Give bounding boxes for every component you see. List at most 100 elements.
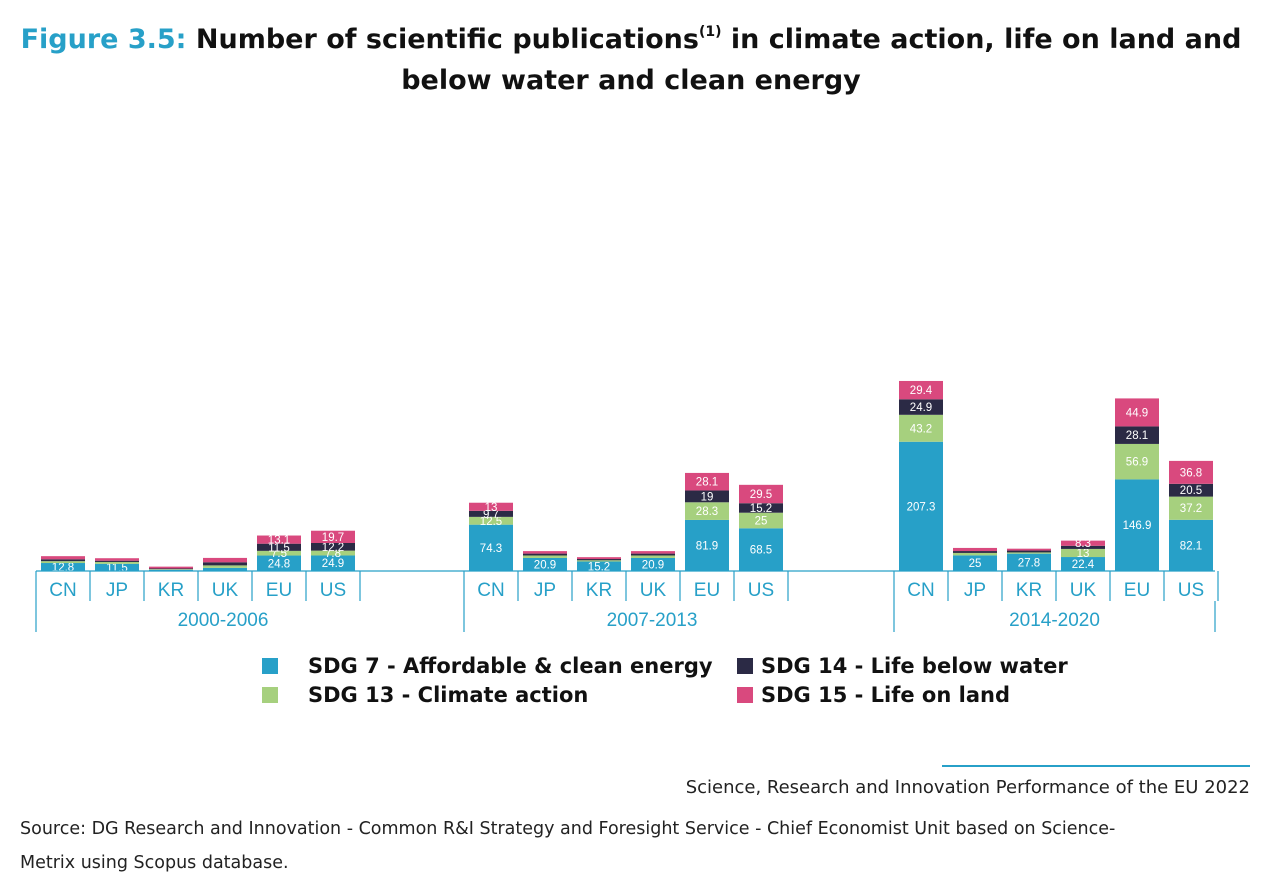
period-label-2014-2020: 2014-2020 (1009, 610, 1100, 631)
bar-segment-2000-2006-US-sdg15 (311, 530, 355, 544)
data-label-2000-2006-CN-sdg7: 12.8 (52, 562, 74, 574)
data-label-2007-2013-US-sdg14: 15.2 (750, 503, 772, 515)
data-label-2007-2013-KR-sdg7: 15.2 (588, 561, 610, 573)
bar-segment-2000-2006-CN-sdg14 (41, 559, 85, 562)
legend-label-sdg14: SDG 14 - Life below water (761, 654, 1068, 678)
data-label-2007-2013-CN-sdg7: 74.3 (480, 543, 502, 555)
bar-segment-2007-2013-KR-sdg15 (577, 557, 621, 560)
bar-segment-2007-2013-KR-sdg7 (577, 561, 621, 571)
tick-label-2007-2013-CN: CN (477, 580, 504, 601)
tick-label-2000-2006-UK: UK (212, 580, 239, 601)
tick-label-2007-2013-JP: JP (534, 580, 556, 601)
tick-label-2014-2020-UK: UK (1070, 580, 1097, 601)
data-label-2007-2013-CN-sdg15: 13 (485, 502, 498, 514)
period-label-2007-2013: 2007-2013 (607, 610, 698, 631)
data-label-2000-2006-US-sdg15: 19.7 (322, 532, 344, 544)
bar-segment-2007-2013-UK-sdg13 (631, 555, 675, 558)
data-label-2000-2006-US-sdg7: 24.9 (322, 558, 344, 570)
data-label-2000-2006-EU-sdg13: 7.5 (271, 548, 287, 560)
data-label-2014-2020-JP-sdg7: 25 (969, 558, 982, 570)
bar-segment-2007-2013-CN-sdg15 (469, 502, 513, 511)
bar-segment-2014-2020-US-sdg13 (1169, 496, 1213, 520)
source-line-1: Source: DG Research and Innovation - Com… (20, 819, 1116, 839)
bar-segment-2007-2013-CN-sdg14 (469, 510, 513, 517)
data-label-2014-2020-US-sdg7: 82.1 (1180, 540, 1202, 552)
bar-segment-2000-2006-EU-sdg15 (257, 535, 301, 544)
figure-label: Figure 3.5: (20, 24, 187, 55)
bar-segment-2000-2006-UK-sdg7 (203, 567, 247, 571)
legend-item-sdg15: SDG 15 - Life on land (737, 683, 1010, 707)
data-label-2007-2013-EU-sdg15: 28.1 (696, 477, 718, 489)
bar-segment-2000-2006-US-sdg13 (311, 550, 355, 556)
tick-label-2007-2013-EU: EU (694, 580, 720, 601)
tick-label-2007-2013-UK: UK (640, 580, 667, 601)
bar-segment-2000-2006-KR-sdg14 (149, 568, 193, 570)
data-label-2014-2020-CN-sdg15: 29.4 (910, 385, 933, 397)
bar-segment-2007-2013-EU-sdg14 (685, 490, 729, 503)
bar-segment-2014-2020-EU-sdg7 (1115, 479, 1159, 571)
bar-segment-2007-2013-US-sdg14 (739, 503, 783, 513)
legend-swatch-sdg7 (262, 658, 278, 674)
data-label-2014-2020-US-sdg15: 36.8 (1180, 467, 1202, 479)
data-label-2007-2013-US-sdg13: 25 (755, 515, 768, 527)
tick-label-2007-2013-US: US (748, 580, 774, 601)
data-label-2014-2020-EU-sdg13: 56.9 (1126, 457, 1148, 469)
data-label-2014-2020-CN-sdg7: 207.3 (907, 501, 936, 513)
tick-label-2000-2006-EU: EU (266, 580, 292, 601)
bar-segment-2000-2006-KR-sdg7 (149, 569, 193, 571)
data-label-2014-2020-KR-sdg7: 27.8 (1018, 557, 1040, 569)
data-label-2014-2020-UK-sdg15: 8.3 (1075, 538, 1091, 550)
bar-segment-2014-2020-KR-sdg13 (1007, 552, 1051, 554)
data-label-2000-2006-EU-sdg7: 24.8 (268, 558, 290, 570)
title-text-b: in climate action, life on land and (730, 24, 1242, 55)
data-label-2014-2020-US-sdg13: 37.2 (1180, 503, 1202, 515)
legend-label-sdg7: SDG 7 - Affordable & clean energy (308, 654, 713, 678)
footer-divider (942, 765, 1250, 767)
data-label-2007-2013-EU-sdg13: 28.3 (696, 506, 718, 518)
bar-segment-2014-2020-CN-sdg13 (899, 414, 943, 442)
bar-segment-2000-2006-CN-sdg15 (41, 556, 85, 560)
bar-segment-2014-2020-US-sdg14 (1169, 483, 1213, 497)
legend-swatch-sdg14 (737, 658, 753, 674)
period-label-2000-2006: 2000-2006 (178, 610, 269, 631)
legend-item-sdg7: SDG 7 - Affordable & clean energy (262, 654, 713, 678)
bar-segment-2014-2020-EU-sdg15 (1115, 398, 1159, 427)
tick-label-2000-2006-KR: KR (158, 580, 184, 601)
bar-segment-2007-2013-UK-sdg14 (631, 553, 675, 556)
data-label-2014-2020-UK-sdg13: 13 (1077, 548, 1090, 560)
bar-segment-2014-2020-UK-sdg15 (1061, 540, 1105, 546)
bar-segment-2000-2006-KR-sdg13 (149, 569, 193, 570)
bar-segment-2014-2020-UK-sdg14 (1061, 545, 1105, 549)
data-label-2000-2006-EU-sdg15: 13.1 (268, 535, 290, 547)
data-label-2000-2006-EU-sdg14: 11.5 (268, 542, 290, 554)
bar-segment-2014-2020-KR-sdg14 (1007, 550, 1051, 553)
legend-item-sdg14: SDG 14 - Life below water (737, 654, 1068, 678)
bar-segment-2007-2013-EU-sdg13 (685, 502, 729, 520)
bar-segment-2014-2020-KR-sdg7 (1007, 553, 1051, 571)
bar-segment-2007-2013-KR-sdg14 (577, 559, 621, 561)
bar-segment-2007-2013-UK-sdg15 (631, 551, 675, 554)
bar-segment-2000-2006-JP-sdg15 (95, 558, 139, 561)
data-label-2007-2013-US-sdg7: 68.5 (750, 545, 772, 557)
bar-segment-2014-2020-US-sdg7 (1169, 519, 1213, 571)
bar-segment-2014-2020-US-sdg15 (1169, 460, 1213, 484)
data-label-2000-2006-US-sdg13: 7.8 (325, 548, 341, 560)
bar-segment-2007-2013-US-sdg7 (739, 528, 783, 571)
legend-label-sdg15: SDG 15 - Life on land (761, 683, 1010, 707)
tick-label-2014-2020-CN: CN (907, 580, 934, 601)
bar-segment-2007-2013-KR-sdg13 (577, 560, 621, 562)
bar-segment-2014-2020-UK-sdg7 (1061, 557, 1105, 571)
bar-segment-2014-2020-JP-sdg7 (953, 555, 997, 571)
data-label-2000-2006-US-sdg14: 12.2 (322, 542, 344, 554)
title-text-a: Number of scientific publications (195, 24, 699, 55)
source-note: Source: DG Research and Innovation - Com… (20, 812, 1255, 880)
bar-segment-2000-2006-JP-sdg7 (95, 563, 139, 571)
legend-swatch-sdg13 (262, 687, 278, 703)
bar-segment-2000-2006-US-sdg7 (311, 555, 355, 571)
bar-segment-2000-2006-US-sdg14 (311, 543, 355, 551)
data-label-2014-2020-CN-sdg14: 24.9 (910, 402, 932, 414)
bar-segment-2014-2020-EU-sdg13 (1115, 443, 1159, 480)
bar-segment-2007-2013-JP-sdg14 (523, 553, 567, 556)
data-label-2007-2013-US-sdg15: 29.5 (750, 489, 772, 501)
